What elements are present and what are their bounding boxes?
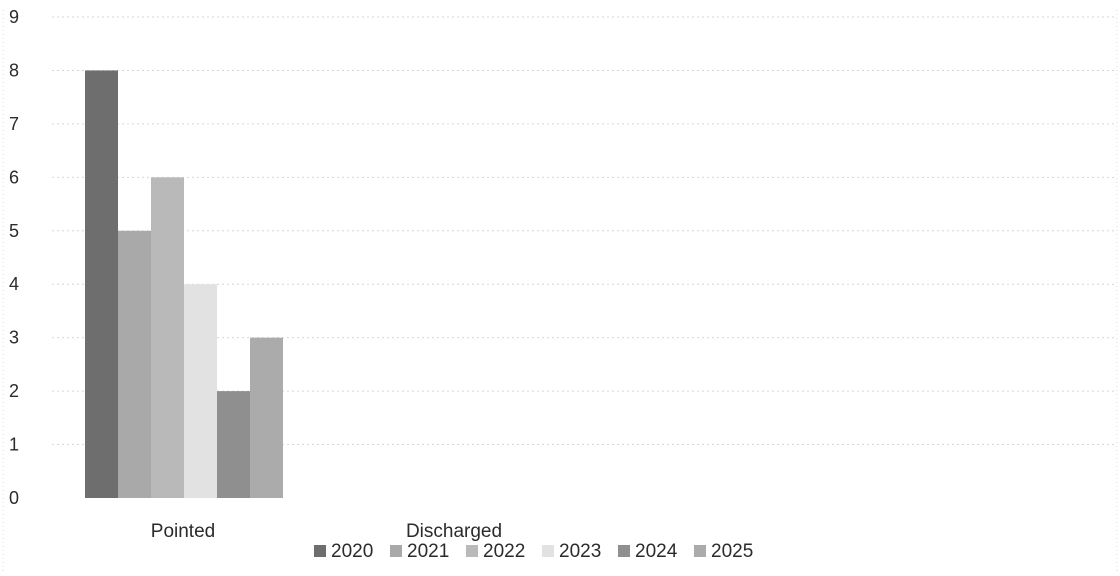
legend-swatch-2021 xyxy=(390,545,402,557)
y-tick-label: 4 xyxy=(9,274,19,294)
bar-2020-pointed xyxy=(85,70,118,498)
legend-swatch-2024 xyxy=(618,545,630,557)
y-tick-label: 7 xyxy=(9,114,19,134)
legend-swatch-2020 xyxy=(314,545,326,557)
y-tick-label: 8 xyxy=(9,60,19,80)
y-tick-label: 5 xyxy=(9,221,19,241)
x-category-label: Pointed xyxy=(151,521,215,542)
legend-label: 2023 xyxy=(559,541,601,562)
legend-swatch-2025 xyxy=(694,545,706,557)
y-tick-label: 2 xyxy=(9,381,19,401)
bar-2024-pointed xyxy=(217,391,250,498)
x-axis-categories: Pointed Discharged xyxy=(151,521,502,542)
legend-label: 2024 xyxy=(635,541,678,562)
x-category-label: Discharged xyxy=(406,521,502,542)
legend-swatch-2022 xyxy=(466,545,478,557)
y-tick-label: 3 xyxy=(9,328,19,348)
bar-2021-pointed xyxy=(118,230,151,498)
legend-label: 2022 xyxy=(483,541,525,562)
bar-2023-pointed xyxy=(184,284,217,498)
gridlines xyxy=(2,10,1118,571)
bars xyxy=(85,70,283,499)
y-tick-label: 9 xyxy=(9,7,19,27)
y-tick-label: 6 xyxy=(9,167,19,187)
legend-swatch-2023 xyxy=(542,545,554,557)
y-tick-label: 1 xyxy=(9,435,19,455)
bar-2022-pointed xyxy=(151,177,184,499)
legend-label: 2020 xyxy=(331,541,373,562)
y-axis-ticks: 0 1 2 3 4 5 6 7 8 9 xyxy=(9,7,19,508)
legend-label: 2021 xyxy=(407,541,449,562)
legend: 2020 2021 2022 2023 2024 2025 xyxy=(314,541,753,562)
bar-2025-pointed xyxy=(250,337,283,498)
legend-label: 2025 xyxy=(711,541,753,562)
y-tick-label: 0 xyxy=(9,488,19,508)
